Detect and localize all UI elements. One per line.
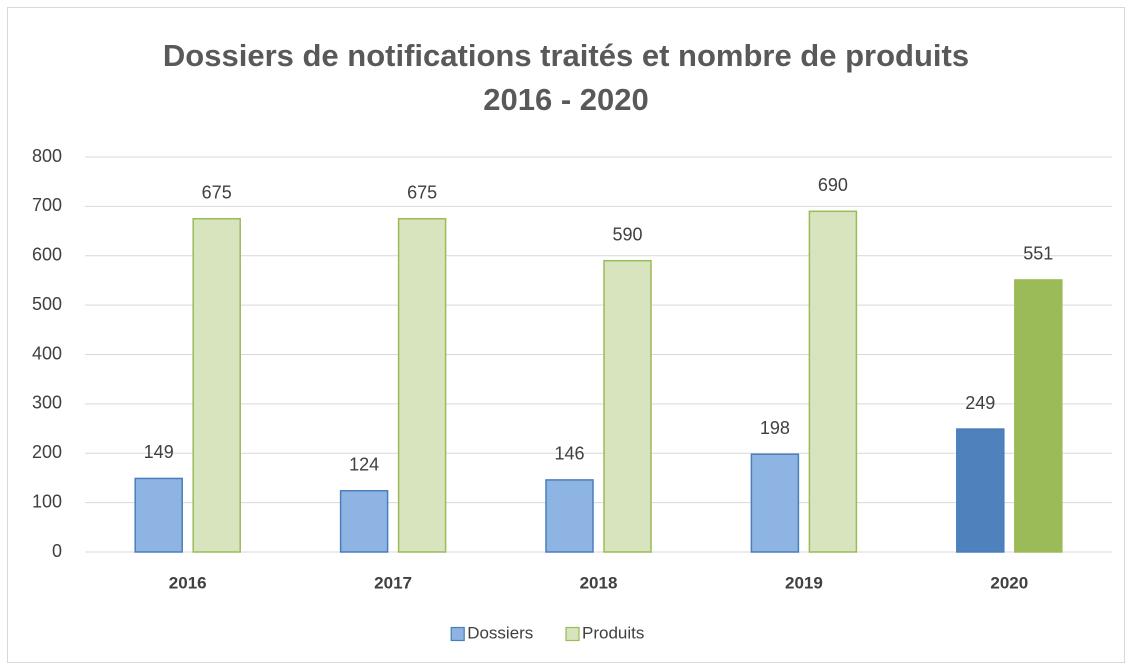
- legend-label: Produits: [582, 623, 644, 642]
- y-tick-label: 200: [32, 442, 62, 462]
- y-tick-label: 400: [32, 343, 62, 363]
- y-tick-label: 600: [32, 245, 62, 265]
- bar: [192, 217, 241, 553]
- y-tick-label: 0: [52, 541, 62, 561]
- x-tick-label: 2020: [990, 573, 1028, 592]
- bar: [956, 428, 1005, 553]
- bar: [134, 477, 183, 553]
- data-label: 675: [407, 182, 437, 202]
- legend-swatch: [565, 626, 580, 642]
- legend-swatch: [450, 626, 465, 642]
- y-tick-label: 700: [32, 195, 62, 215]
- x-tick-label: 2016: [169, 573, 207, 592]
- bar: [603, 259, 652, 553]
- bar: [1014, 279, 1063, 553]
- data-label: 551: [1023, 244, 1053, 264]
- bar: [339, 490, 389, 553]
- data-label: 590: [612, 224, 642, 244]
- bar: [808, 210, 858, 553]
- x-tick-label: 2017: [374, 573, 412, 592]
- y-tick-label: 800: [32, 146, 62, 166]
- x-tick-label: 2018: [580, 573, 618, 592]
- bar: [750, 453, 800, 553]
- bar: [545, 479, 594, 553]
- data-label: 146: [554, 444, 584, 464]
- data-label: 690: [818, 175, 848, 195]
- x-tick-label: 2019: [785, 573, 823, 592]
- data-label: 249: [965, 393, 995, 413]
- data-label: 149: [144, 442, 174, 462]
- data-label: 675: [202, 182, 232, 202]
- data-label: 198: [760, 418, 790, 438]
- bar: [397, 217, 447, 553]
- legend-label: Dossiers: [467, 623, 533, 642]
- y-tick-label: 500: [32, 294, 62, 314]
- y-tick-label: 100: [32, 491, 62, 511]
- data-label: 124: [349, 455, 379, 475]
- y-tick-label: 300: [32, 393, 62, 413]
- chart-title: Dossiers de notifications traités et nom…: [163, 38, 969, 73]
- chart-title: 2016 - 2020: [483, 82, 648, 117]
